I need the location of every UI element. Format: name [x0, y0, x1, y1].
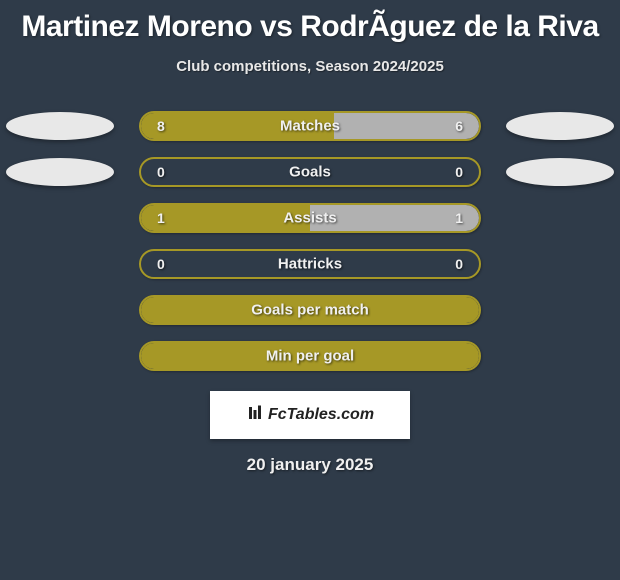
- player2-badge: [506, 158, 614, 186]
- stat-row: Matches 8 6: [0, 103, 620, 149]
- comparison-rows: Matches86Goals00Assists11Hattricks00Goal…: [0, 103, 620, 379]
- stat-row: Min per goal: [0, 333, 620, 379]
- stat-bar: Assists 1 1: [139, 203, 481, 233]
- player1-badge: [6, 112, 114, 140]
- player2-value: 0: [455, 256, 463, 272]
- comparison-subtitle: Club competitions, Season 2024/2025: [0, 58, 620, 75]
- stat-label: Goals: [289, 164, 331, 181]
- player2-value: 0: [455, 164, 463, 180]
- stat-bar: Goals 0 0: [139, 157, 481, 187]
- stat-label: Min per goal: [266, 348, 354, 365]
- player1-value: 0: [157, 256, 165, 272]
- brand-box: FcTables.com: [210, 391, 410, 439]
- player2-value: 1: [455, 210, 463, 226]
- player1-value: 8: [157, 118, 165, 134]
- brand-label: FcTables.com: [268, 406, 374, 424]
- brand-icon: [246, 404, 264, 427]
- player1-value: 1: [157, 210, 165, 226]
- stat-bar: Matches 8 6: [139, 111, 481, 141]
- player1-badge: [6, 158, 114, 186]
- snapshot-date: 20 january 2025: [0, 455, 620, 475]
- stat-bar: Min per goal: [139, 341, 481, 371]
- stat-label: Matches: [280, 118, 340, 135]
- player2-value: 6: [455, 118, 463, 134]
- comparison-title: Martinez Moreno vs RodrÃ­guez de la Riva: [0, 0, 620, 44]
- stat-row: Assists 1 1: [0, 195, 620, 241]
- stat-row: Goals per match: [0, 287, 620, 333]
- player2-badge: [506, 112, 614, 140]
- stat-bar: Goals per match: [139, 295, 481, 325]
- stat-label: Assists: [283, 210, 336, 227]
- stat-label: Hattricks: [278, 256, 342, 273]
- stat-bar: Hattricks 0 0: [139, 249, 481, 279]
- stat-row: Hattricks 0 0: [0, 241, 620, 287]
- stat-label: Goals per match: [251, 302, 369, 319]
- player1-value: 0: [157, 164, 165, 180]
- stat-row: Goals 0 0: [0, 149, 620, 195]
- brand-text: FcTables.com: [246, 404, 374, 427]
